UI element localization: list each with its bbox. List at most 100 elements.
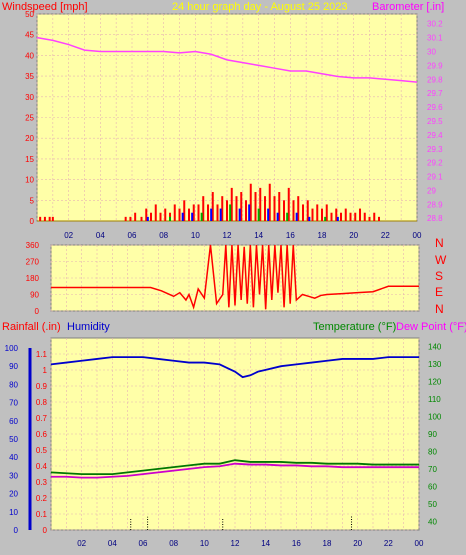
wind-bar — [129, 216, 132, 221]
barometer-line — [36, 36, 418, 83]
direction-axes: 0 90 180 270 360 — [26, 241, 40, 316]
gust-bar — [276, 212, 279, 221]
baro-tick-label: 29 — [427, 186, 436, 195]
chart-title: 24 hour graph day - August 25 2023 — [172, 1, 348, 13]
gust-bar — [229, 204, 232, 221]
wind-bar — [359, 208, 361, 221]
hour-tick-label: 22 — [384, 539, 393, 548]
hour-tick-label: 10 — [200, 539, 209, 548]
gust-bar — [257, 208, 260, 221]
gust-bar — [324, 216, 327, 221]
hour-tick-label: 12 — [231, 539, 240, 548]
rainfall-label: Rainfall (.in) — [2, 321, 61, 333]
barometer-label: Barometer [.in] — [372, 1, 444, 13]
baro-tick-label: 29.9 — [427, 61, 443, 70]
wind-bar — [354, 212, 357, 221]
wind-bar — [43, 216, 46, 221]
windspeed-label: Windspeed [mph] — [2, 1, 88, 13]
wind-tick-label: 5 — [30, 196, 35, 205]
humidity-tick-label: 60 — [9, 417, 18, 426]
temperature-tick-label: 90 — [428, 430, 437, 439]
direction-tick-label: 180 — [26, 274, 40, 283]
wind-tick-label: 10 — [25, 176, 34, 185]
wind-bar — [302, 204, 304, 221]
wind-bar — [292, 200, 295, 221]
hour-tick-label: 04 — [108, 539, 117, 548]
hour-tick-label: 22 — [381, 231, 390, 240]
temperature-tick-label: 120 — [428, 378, 442, 387]
gust-bar — [169, 216, 171, 221]
wind-bar — [240, 192, 243, 221]
wind-tick-label: 0 — [30, 217, 35, 226]
wind-bar — [368, 216, 371, 221]
hour-tick-label: 08 — [169, 539, 178, 548]
temp-hum-marks — [50, 356, 419, 530]
humidity-line — [50, 356, 419, 379]
baro-tick-label: 29.4 — [427, 131, 443, 140]
hour-tick-label: 00 — [413, 231, 422, 240]
wind-bar — [278, 192, 281, 221]
wind-bar — [254, 192, 257, 221]
direction-tick-label: 270 — [26, 258, 40, 267]
wind-bar — [140, 216, 143, 221]
gust-bar — [210, 208, 213, 221]
hour-tick-label: 14 — [261, 539, 270, 548]
hour-tick-label: 18 — [323, 539, 332, 548]
baro-tick-label: 29.7 — [427, 89, 443, 98]
rain-tick-label: 0.5 — [36, 446, 48, 455]
hour-tick-label: 06 — [139, 539, 148, 548]
wind-bar — [349, 212, 352, 221]
hour-tick-label: 00 — [415, 539, 424, 548]
wind-bar — [150, 212, 152, 221]
wind-bar — [188, 208, 190, 221]
humidity-tick-label: 30 — [9, 471, 18, 480]
wind-tick-label: 40 — [25, 51, 34, 60]
rain-tick-label: 0 — [43, 526, 48, 535]
humidity-tick-label: 0 — [14, 526, 19, 535]
baro-tick-label: 28.8 — [427, 214, 443, 223]
wind-bar — [287, 187, 290, 221]
temperature-tick-label: 50 — [428, 500, 437, 509]
wind-bar — [249, 183, 252, 221]
rain-tick-label: 1 — [43, 366, 48, 375]
rain-tick-label: 0.3 — [36, 478, 48, 487]
baro-tick-label: 29.2 — [427, 159, 443, 168]
wind-bar — [335, 208, 338, 221]
wind-bar — [221, 196, 224, 221]
wind-bar — [178, 208, 181, 221]
compass-labels: N W S E N — [435, 236, 447, 316]
wind-tick-label: 30 — [25, 93, 34, 102]
humidity-tick-label: 20 — [9, 490, 18, 499]
baro-tick-label: 30.1 — [427, 34, 443, 43]
gust-bar — [238, 208, 241, 221]
rain-tick-label: 0.8 — [36, 398, 48, 407]
wind-bar — [340, 212, 342, 221]
wind-bar — [306, 200, 309, 221]
wind-bar — [197, 204, 200, 221]
wind-tick-label: 15 — [25, 155, 34, 164]
wind-tick-label: 50 — [25, 10, 34, 19]
wind-bar — [325, 204, 328, 221]
wind-bar — [273, 196, 276, 221]
rain-tick-label: 0.1 — [36, 510, 48, 519]
humidity-tick-label: 70 — [9, 399, 18, 408]
gust-bar — [286, 212, 289, 221]
baro-tick-label: 29.6 — [427, 103, 443, 112]
hour-tick-label: 08 — [159, 231, 168, 240]
hour-tick-label: 02 — [77, 539, 86, 548]
humidity-tick-label: 10 — [9, 508, 18, 517]
temperature-label: Temperature (°F) — [313, 321, 396, 333]
baro-tick-label: 28.9 — [427, 200, 443, 209]
wind-bar — [245, 200, 247, 221]
baro-tick-label: 29.3 — [427, 145, 443, 154]
temperature-tick-label: 100 — [428, 413, 442, 422]
wind-baro-axes: 0 5 10 15 20 25 30 35 40 45 50 28.8 28.9 29 29.1 29.2 29… — [25, 10, 443, 240]
direction-tick-label: 360 — [26, 241, 40, 250]
wind-bar — [268, 183, 271, 221]
temperature-tick-label: 80 — [428, 447, 437, 456]
rain-tick-label: 0.9 — [36, 382, 48, 391]
hour-tick-label: 20 — [349, 231, 358, 240]
compass-s: S — [435, 269, 443, 283]
wind-bar — [134, 212, 137, 221]
compass-n-bottom: N — [435, 302, 444, 316]
